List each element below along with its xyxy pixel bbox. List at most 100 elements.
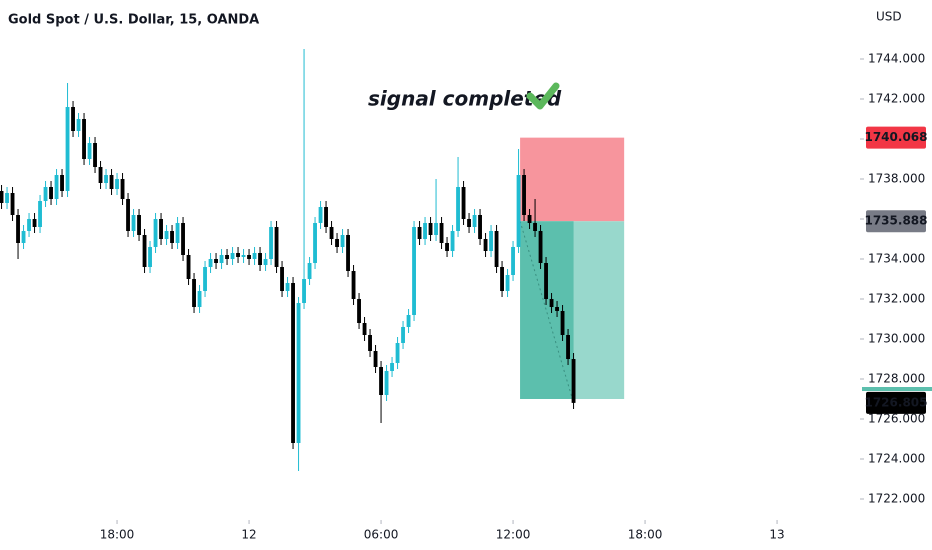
check-icon bbox=[526, 82, 560, 110]
candle-body bbox=[109, 175, 114, 189]
candle-body bbox=[263, 259, 268, 265]
candle-body bbox=[461, 187, 466, 219]
candle-body bbox=[412, 227, 416, 315]
candle-body bbox=[423, 223, 427, 239]
candle-body bbox=[247, 255, 251, 259]
candle-body bbox=[291, 283, 295, 443]
entry-price-label-bg bbox=[866, 210, 926, 233]
y-tick-label: 1744.000 bbox=[868, 52, 925, 66]
candle-body bbox=[214, 259, 218, 263]
candle-body bbox=[131, 215, 136, 231]
x-tick-label: 06:00 bbox=[364, 528, 399, 542]
candle-body bbox=[307, 263, 312, 279]
candle-body bbox=[16, 215, 20, 243]
candle-body bbox=[274, 227, 279, 267]
candle-body bbox=[505, 275, 510, 291]
candle-body bbox=[115, 179, 119, 189]
candle-body bbox=[65, 107, 70, 191]
candle-body bbox=[120, 179, 125, 199]
candle-body bbox=[241, 255, 246, 257]
candle-body bbox=[82, 119, 86, 159]
y-tick-label: 1724.000 bbox=[868, 452, 925, 466]
candle-body bbox=[516, 175, 521, 247]
candle-body bbox=[71, 107, 75, 131]
candle-body bbox=[346, 235, 350, 271]
candle-body bbox=[197, 291, 202, 307]
candle-body bbox=[494, 231, 499, 267]
candle-body bbox=[555, 307, 559, 311]
candle-body bbox=[258, 253, 262, 265]
candle-body bbox=[362, 323, 367, 335]
x-tick-label: 18:00 bbox=[628, 528, 663, 542]
y-tick-label: 1738.000 bbox=[868, 172, 925, 186]
candle-body bbox=[21, 231, 26, 243]
y-tick-label: 1732.000 bbox=[868, 292, 925, 306]
candle-body bbox=[230, 253, 235, 259]
candle-body bbox=[527, 215, 532, 223]
candle-body bbox=[76, 119, 81, 131]
candle-body bbox=[439, 223, 444, 243]
candle-body bbox=[489, 231, 493, 251]
candle-body bbox=[566, 335, 570, 359]
candle-body bbox=[472, 215, 477, 227]
candle-body bbox=[390, 363, 394, 371]
candle-body bbox=[324, 207, 328, 227]
candle-body bbox=[137, 215, 141, 235]
candle-body bbox=[302, 279, 306, 303]
candle-body bbox=[49, 187, 53, 199]
candle-body bbox=[252, 253, 257, 259]
y-tick-label: 1728.000 bbox=[868, 372, 925, 386]
currency-label: USD bbox=[876, 10, 902, 24]
candle-body bbox=[560, 311, 565, 335]
candle-body bbox=[318, 207, 323, 223]
candle-body bbox=[533, 223, 537, 231]
candle-body bbox=[175, 223, 180, 243]
x-tick-label: 18:00 bbox=[100, 528, 135, 542]
y-tick-label: 1726.000 bbox=[868, 412, 925, 426]
y-tick-label: 1722.000 bbox=[868, 492, 925, 506]
stop-zone bbox=[520, 137, 625, 222]
candle-body bbox=[0, 191, 4, 203]
candle-body bbox=[27, 219, 31, 231]
candle-body bbox=[203, 267, 207, 291]
plot-area bbox=[0, 49, 625, 471]
candle-body bbox=[549, 299, 554, 307]
candle-body bbox=[544, 263, 548, 299]
candle-body bbox=[296, 303, 301, 443]
candle-body bbox=[181, 223, 185, 255]
candle-body bbox=[384, 371, 389, 395]
x-tick-label: 13 bbox=[769, 528, 784, 542]
candle-body bbox=[43, 187, 48, 201]
candle-body bbox=[126, 199, 130, 231]
candle-body bbox=[351, 271, 356, 299]
candle-body bbox=[406, 315, 411, 327]
candle-body bbox=[93, 143, 97, 167]
candle-body bbox=[10, 193, 15, 215]
candle-body bbox=[434, 223, 438, 235]
candle-body bbox=[60, 175, 64, 191]
progress-zone bbox=[520, 221, 574, 399]
candle-body bbox=[456, 187, 460, 231]
candle-body bbox=[219, 255, 224, 263]
candle-body bbox=[395, 343, 400, 363]
x-tick-label: 12 bbox=[241, 528, 256, 542]
candle-body bbox=[236, 253, 240, 257]
candle-body bbox=[329, 227, 334, 239]
last-price-label-bg bbox=[866, 391, 926, 414]
chart-title: Gold Spot / U.S. Dollar, 15, OANDA bbox=[8, 13, 259, 28]
candle-body bbox=[467, 219, 471, 227]
candle-body bbox=[98, 167, 103, 183]
candle-body bbox=[192, 279, 196, 307]
candle-body bbox=[368, 335, 372, 351]
candle-body bbox=[153, 219, 158, 247]
y-tick-label: 1730.000 bbox=[868, 332, 925, 346]
candle-body bbox=[159, 219, 163, 239]
stop-price-label: 1740.068 bbox=[864, 130, 927, 144]
candle-body bbox=[401, 327, 405, 343]
candle-body bbox=[54, 175, 59, 199]
candle-body bbox=[571, 359, 576, 403]
candle-body bbox=[313, 223, 317, 263]
candle-body bbox=[340, 235, 345, 247]
